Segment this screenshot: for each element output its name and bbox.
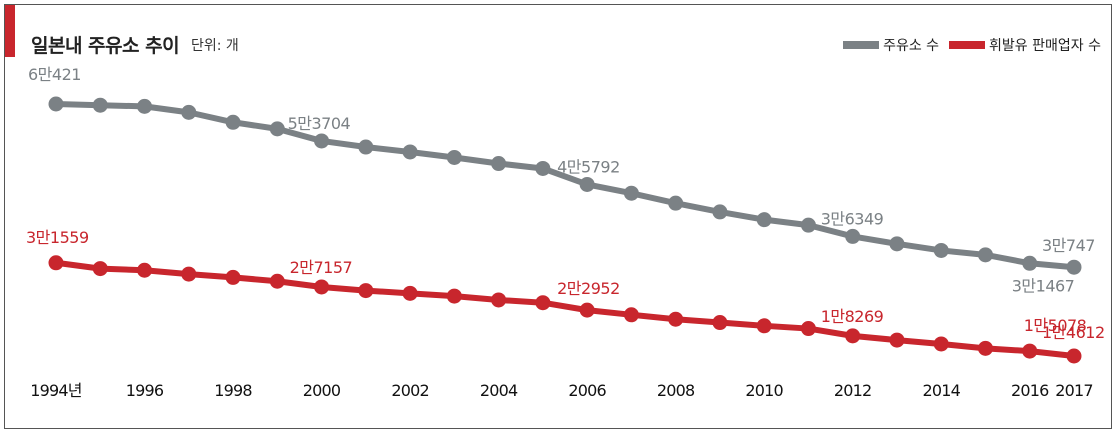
data-point-s0-1994 [48,96,64,112]
data-point-s0-2007 [623,185,639,201]
legend-item-oil-dealers: 휘발유 판매업자 수 [949,35,1101,55]
series-line-0 [53,101,1077,271]
x-tick-label-2016: 2016 [1011,381,1049,400]
data-point-s0-2003 [446,149,462,165]
data-point-s0-1998 [225,114,241,130]
x-tick-label-2010: 2010 [745,381,783,400]
chart-frame: 일본내 주유소 추이 단위: 개 주유소 수 휘발유 판매업자 수 [4,4,1112,429]
data-point-s1-2015 [977,340,993,356]
data-point-s0-2012 [845,228,861,244]
data-point-s0-1995 [92,97,108,113]
legend: 주유소 수 휘발유 판매업자 수 [833,35,1101,55]
data-label-s1-2000: 2만7157 [290,258,353,277]
x-tick-label-2006: 2006 [568,381,606,400]
data-point-s0-2017 [1066,259,1082,275]
x-tick-label-2008: 2008 [657,381,695,400]
data-label-s0-2000: 5만3704 [288,114,351,133]
x-tick-label-2002: 2002 [391,381,429,400]
x-tick-label-1998: 1998 [214,381,252,400]
data-point-s1-1998 [225,269,241,285]
series-line-1 [53,259,1077,359]
data-label-s1-2006: 2만2952 [557,279,620,298]
data-point-s1-2013 [889,332,905,348]
data-point-s0-2001 [358,139,374,155]
data-point-s0-1997 [181,104,197,120]
data-point-s0-1999 [269,121,285,137]
data-label-s1-2017: 1만4612 [1042,323,1105,342]
legend-swatch-gas-stations [843,41,880,49]
data-point-s1-2017 [1066,348,1082,364]
unit-label: 단위: 개 [191,38,239,54]
data-point-s1-1994 [48,255,64,271]
data-point-s1-1996 [137,262,153,278]
data-label-s1-2016: 1만5078 [1024,316,1087,335]
data-label-s1-1994: 3만1559 [26,228,89,247]
data-point-s1-1997 [181,266,197,282]
data-label-s0-1994: 6만421 [28,65,81,84]
data-point-s0-2008 [668,195,684,211]
data-label-s0-2006: 4만5792 [557,157,620,176]
data-point-s1-2009 [712,315,728,331]
legend-swatch-oil-dealers [949,41,986,49]
legend-item-gas-stations: 주유소 수 [843,35,939,55]
x-tick-label-2004: 2004 [480,381,518,400]
data-point-s1-2005 [535,295,551,311]
data-point-s0-2002 [402,144,418,160]
x-tick-label-2012: 2012 [834,381,872,400]
data-point-s1-2008 [668,311,684,327]
data-point-s1-2016 [1022,343,1038,359]
data-point-s0-2005 [535,160,551,176]
data-point-s0-2016 [1022,255,1038,271]
x-tick-label-1994: 1994년 [30,381,82,400]
data-point-s1-2006 [579,302,595,318]
data-label-s0-2016: 3만1467 [1012,276,1075,295]
x-tick-label-1996: 1996 [126,381,164,400]
data-point-s1-1995 [92,261,108,277]
data-point-s1-1999 [269,273,285,289]
data-point-s0-2013 [889,236,905,252]
data-point-s1-2001 [358,283,374,299]
data-point-s1-2007 [623,307,639,323]
x-tick-label-2017: 2017 [1055,381,1093,400]
x-tick-label-2014: 2014 [922,381,960,400]
data-point-s0-2014 [933,242,949,258]
data-point-s0-2004 [491,156,507,172]
data-point-s0-2006 [579,176,595,192]
data-point-s0-1996 [137,98,153,114]
legend-label-gas-stations: 주유소 수 [883,38,940,54]
data-point-s0-2000 [314,133,330,149]
data-point-s0-2015 [977,247,993,263]
data-point-s1-2014 [933,336,949,352]
data-label-s0-2017: 3만747 [1042,236,1095,255]
data-label-s0-2012: 3만6349 [821,209,884,228]
legend-label-oil-dealers: 휘발유 판매업자 수 [989,38,1101,54]
data-point-s1-2011 [800,321,816,337]
data-point-s1-2003 [446,288,462,304]
data-point-s0-2010 [756,212,772,228]
data-point-s1-2010 [756,318,772,334]
data-point-s1-2002 [402,285,418,301]
title-accent-bar [5,5,15,57]
data-point-s1-2000 [314,279,330,295]
data-point-s0-2009 [712,204,728,220]
chart-title: 일본내 주유소 추이 [31,35,180,57]
data-point-s1-2012 [845,328,861,344]
data-point-s0-2011 [800,217,816,233]
x-tick-label-2000: 2000 [303,381,341,400]
data-label-s1-2012: 1만8269 [821,307,884,326]
data-point-s1-2004 [491,292,507,308]
